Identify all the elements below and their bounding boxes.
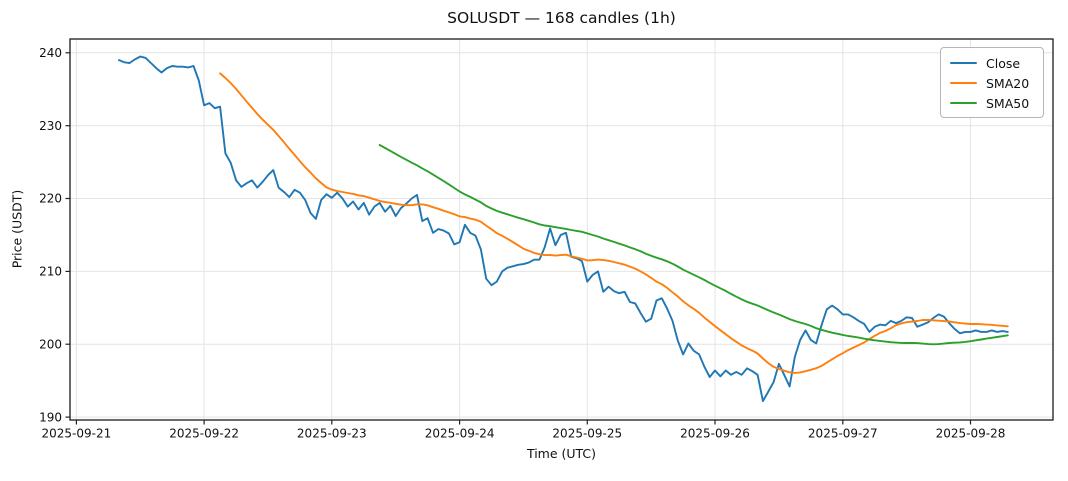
legend-label-close: Close bbox=[986, 55, 1021, 71]
legend-line-sample-sma20 bbox=[950, 81, 977, 85]
x-axis-label: Time (UTC) bbox=[526, 446, 597, 461]
close-line bbox=[118, 55, 1009, 403]
x-tick-label: 2025-09-27 bbox=[808, 427, 878, 441]
legend-item-sma20: SMA20 bbox=[941, 73, 1043, 93]
y-tick-label: 240 bbox=[39, 46, 62, 60]
x-tick-label: 2025-09-28 bbox=[936, 427, 1006, 441]
axes-border bbox=[69, 38, 1054, 421]
y-tick-label: 200 bbox=[39, 337, 62, 351]
x-tick-label: 2025-09-24 bbox=[425, 427, 495, 441]
y-tick-label: 190 bbox=[39, 410, 62, 424]
x-tick-label: 2025-09-26 bbox=[680, 427, 750, 441]
chart-title: SOLUSDT — 168 candles (1h) bbox=[447, 9, 676, 27]
x-tick-label: 2025-09-25 bbox=[552, 427, 622, 441]
sma20-line bbox=[219, 72, 1009, 374]
x-tick-label: 2025-09-21 bbox=[42, 427, 112, 441]
legend: Close SMA20 SMA50 bbox=[940, 47, 1044, 118]
legend-item-sma50: SMA50 bbox=[941, 93, 1043, 113]
legend-label-sma20: SMA20 bbox=[986, 75, 1030, 91]
legend-line-sample-close bbox=[950, 61, 977, 65]
y-tick-label: 210 bbox=[39, 265, 62, 279]
legend-label-sma50: SMA50 bbox=[986, 95, 1030, 111]
legend-item-close: Close bbox=[941, 53, 1043, 73]
legend-line-sample-sma50 bbox=[950, 101, 977, 105]
y-tick-label: 220 bbox=[39, 192, 62, 206]
x-tick-label: 2025-09-23 bbox=[297, 427, 367, 441]
sma50-line bbox=[378, 144, 1009, 346]
y-tick-label: 230 bbox=[39, 119, 62, 133]
x-tick-label: 2025-09-22 bbox=[169, 427, 239, 441]
